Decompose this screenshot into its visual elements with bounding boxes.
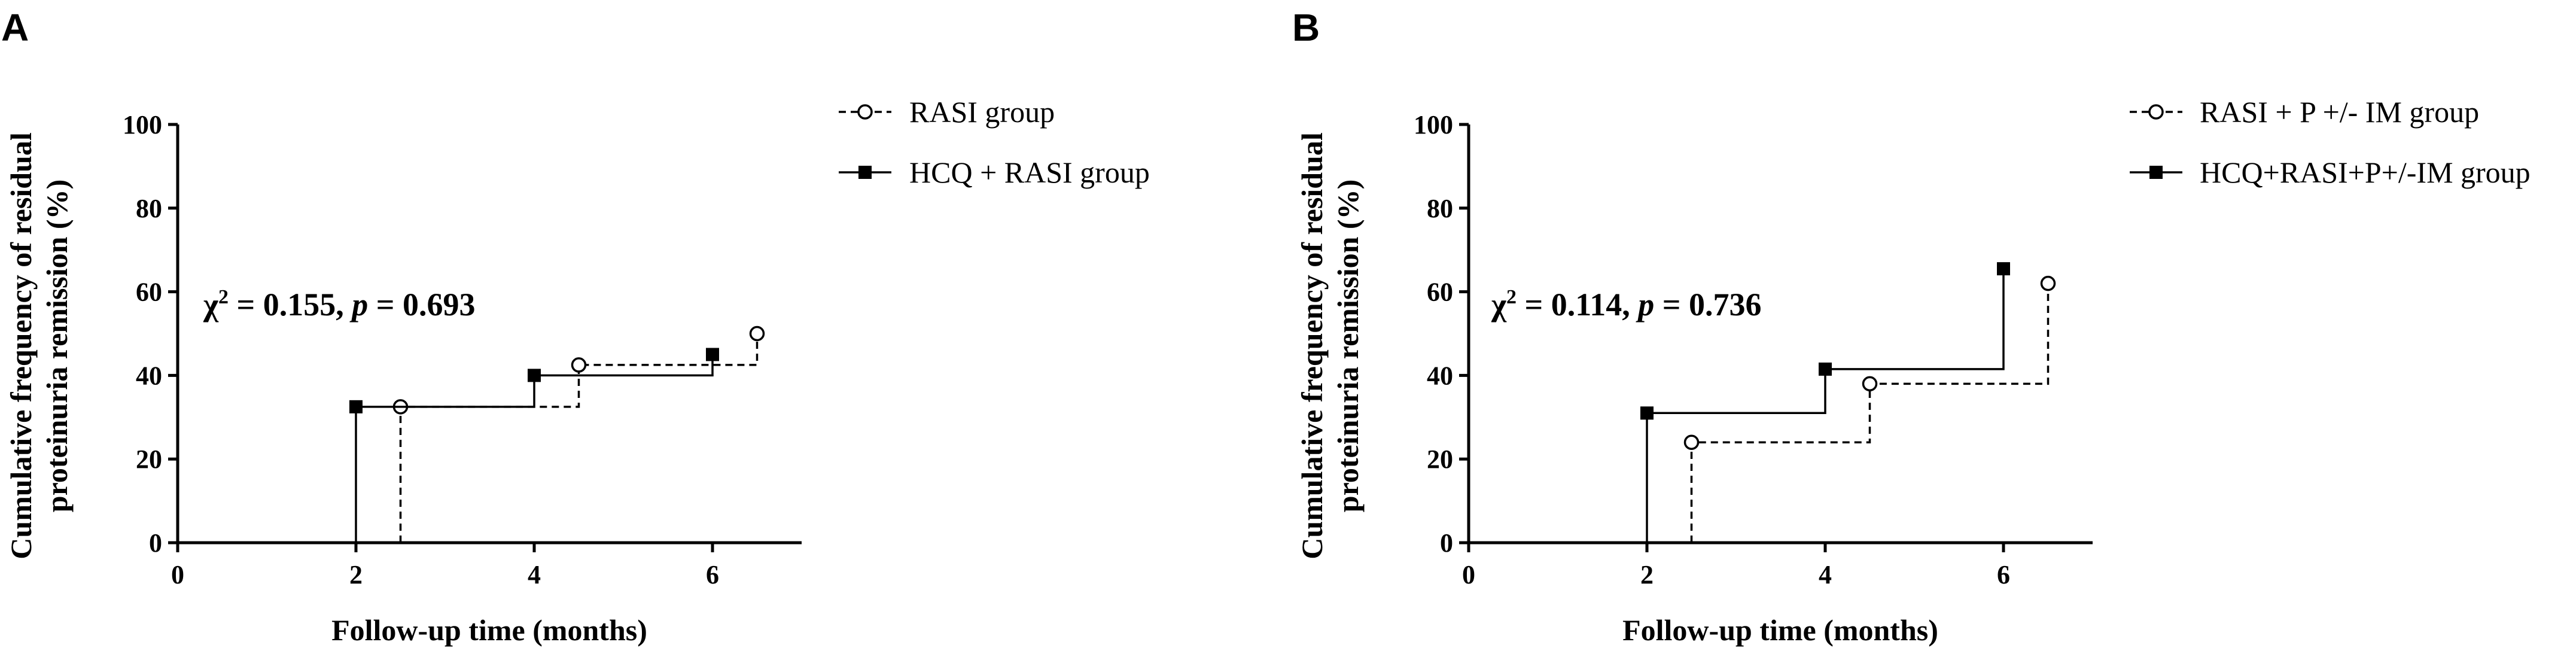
data-point-b-1-2 [1997,262,2010,276]
legend-marker-b-0 [2148,104,2164,120]
data-point-b-1-1 [1819,362,1832,376]
data-point-b-0-2 [2040,275,2056,291]
data-point-a-1-0 [349,400,363,413]
y-tick-label-a-100: 100 [123,110,162,139]
panel-b: B Cumulative frequency of residual prote… [1292,6,2531,647]
series-line-b-0 [1690,283,2050,543]
legend-marker-b-1 [2149,166,2163,179]
legend-label-rasi-p-im-group: RASI + P +/- IM group [2200,95,2479,129]
data-point-b-0-0 [1683,434,1700,450]
chi-square-annotation-a: χ2 = 0.155, p = 0.693 [203,286,476,323]
p-symbol-a: p [349,287,368,323]
y-tick-label-b-60: 60 [1427,278,1453,307]
chi-symbol-b: χ [1491,287,1507,323]
legend-marker-a-0 [857,104,873,120]
legend-item-rasi-p-im-group: RASI + P +/- IM group [2130,95,2479,129]
y-tick-label-b-80: 80 [1427,194,1453,223]
panel-letter-a: A [1,6,29,49]
series-line-a-0 [399,333,759,543]
series-line-b-1 [1646,269,2005,543]
y-tick-label-b-40: 40 [1427,361,1453,390]
data-point-a-1-2 [706,348,719,361]
x-tick-label-a-6: 6 [706,560,719,589]
x-tick-label-a-2: 2 [349,560,363,589]
data-point-a-1-1 [528,369,541,382]
data-point-a-0-1 [571,357,587,373]
y-tick-label-b-100: 100 [1414,110,1453,139]
y-tick-label-a-40: 40 [136,361,162,390]
legend-label-hcq-rasi-group: HCQ + RASI group [909,156,1150,189]
x-tick-label-b-0: 0 [1462,560,1475,589]
chi-symbol-a: χ [203,287,219,323]
y-axis-title-line2-b: proteinuria remission (%) [1331,180,1365,512]
chi-value-a: = 0.155 [229,287,336,323]
y-tick-label-b-0: 0 [1440,528,1453,558]
y-tick-label-b-20: 20 [1427,445,1453,474]
panel-a: A Cumulative frequency of residual prote… [1,6,1150,647]
x-axis-title-a: Follow-up time (months) [331,613,647,647]
x-tick-label-b-6: 6 [1997,560,2010,589]
legend-item-rasi-group: RASI group [839,95,1055,129]
legend-label-rasi-group: RASI group [909,95,1055,129]
y-axis-title-line1-b: Cumulative frequency of residual [1295,132,1329,559]
p-value-b: = 0.736 [1654,287,1761,323]
chi-sup-b: 2 [1506,286,1517,308]
stat-separator-b: , [1622,287,1638,323]
y-axis-title-line2-a: proteinuria remission (%) [40,180,74,512]
legend-a: RASI group HCQ + RASI group [839,95,1150,189]
p-symbol-b: p [1636,287,1654,323]
y-axis-title-line1-a: Cumulative frequency of residual [4,132,38,559]
y-tick-label-a-80: 80 [136,194,162,223]
y-tick-label-a-20: 20 [136,445,162,474]
y-tick-label-a-0: 0 [149,528,162,558]
stat-separator-a: , [336,287,352,323]
legend-b: RASI + P +/- IM group HCQ+RASI+P+/-IM gr… [2130,95,2531,189]
chi-square-annotation-b: χ2 = 0.114, p = 0.736 [1491,286,1762,323]
data-point-a-0-2 [749,326,765,342]
p-value-a: = 0.693 [368,287,475,323]
legend-item-hcq-rasi-p-im-group: HCQ+RASI+P+/-IM group [2130,156,2531,189]
data-point-b-0-1 [1862,376,1878,392]
x-tick-label-b-4: 4 [1819,560,1832,589]
panel-letter-b: B [1292,6,1320,49]
y-tick-label-a-60: 60 [136,278,162,307]
series-line-a-1 [355,354,714,543]
x-tick-label-b-2: 2 [1640,560,1654,589]
legend-marker-a-1 [858,166,872,179]
x-tick-label-a-4: 4 [528,560,541,589]
chi-value-b: = 0.114 [1517,287,1622,323]
chi-sup-a: 2 [218,286,229,308]
legend-label-hcq-rasi-p-im-group: HCQ+RASI+P+/-IM group [2200,156,2531,189]
x-tick-label-a-0: 0 [171,560,184,589]
x-axis-title-b: Follow-up time (months) [1622,613,1938,647]
legend-item-hcq-rasi-group: HCQ + RASI group [839,156,1150,189]
data-point-b-1-0 [1640,406,1654,420]
